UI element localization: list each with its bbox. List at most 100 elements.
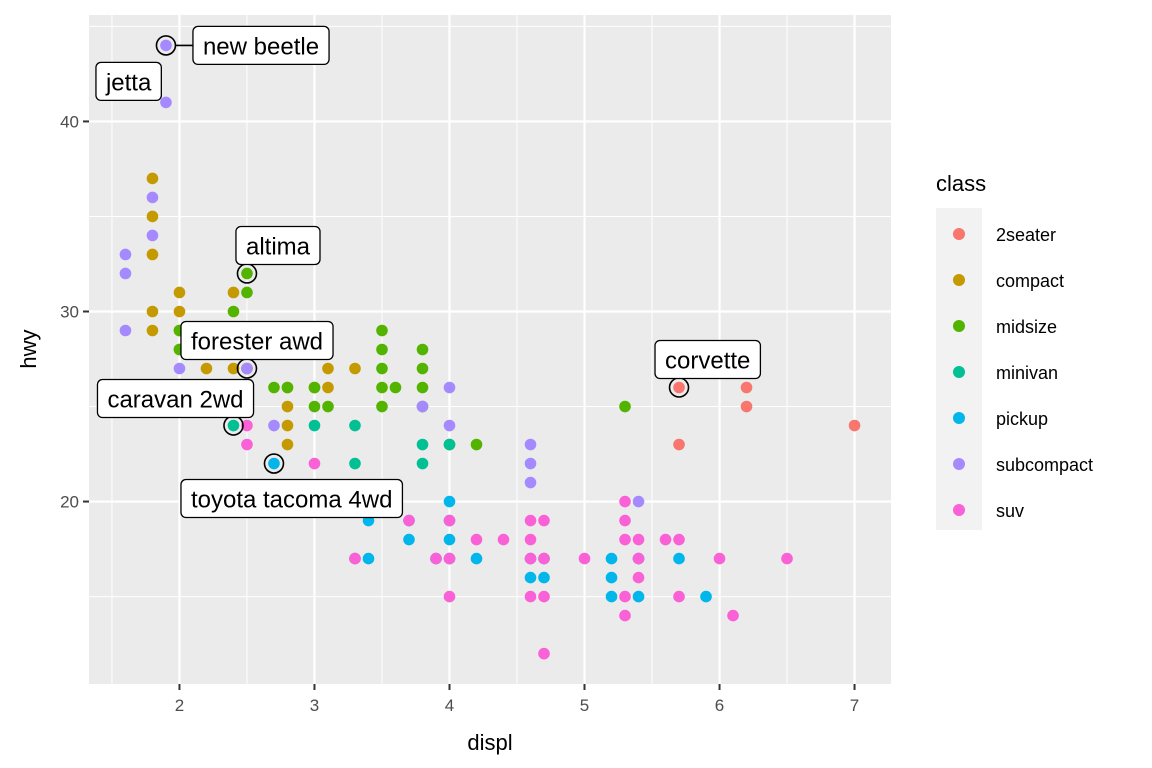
data-point-compact [349,362,361,375]
y-tick-label: 40 [60,112,79,131]
data-point-pickup [605,571,618,584]
data-point-pickup [700,590,712,603]
annotation-box [654,339,762,380]
legend-item-subcompact: subcompact [953,455,1093,475]
legend-key-swatch [953,228,965,240]
data-point-subcompact [443,419,456,432]
data-point-suv [524,552,537,565]
data-point-suv [713,552,726,565]
data-point-subcompact [524,438,537,451]
data-point-2seater [740,400,753,413]
y-tick-label: 20 [60,493,79,512]
data-point-suv [727,609,739,622]
data-point-midsize [308,381,321,394]
annotation-label: forester awd [180,320,334,361]
legend-key-swatch [953,274,965,286]
legend-key-swatch [953,504,965,516]
y-axis-title: hwy [16,329,41,368]
x-tick-label: 6 [715,696,724,715]
data-point-suv [619,609,631,622]
data-point-suv [443,514,456,527]
data-point-compact [227,286,240,299]
legend-key-swatch [953,366,965,378]
data-point-suv [619,590,631,603]
data-point-2seater [848,419,861,432]
data-point-pickup [605,552,618,565]
data-point-pickup [470,552,483,565]
data-point-compact [322,381,334,394]
annotation-box [95,61,162,102]
legend-item-compact: compact [953,271,1064,291]
y-tick-label: 30 [60,302,79,321]
data-point-minivan [308,419,321,432]
data-point-suv [673,533,685,546]
data-point-compact [200,362,213,375]
x-tick-label: 2 [175,696,184,715]
data-point-compact [146,248,159,261]
data-point-subcompact [268,419,280,432]
data-point-subcompact [524,476,537,489]
data-point-suv [538,590,550,603]
legend-items: 2seater compact midsize minivan pickup subcom… [953,225,1093,521]
legend-item-label: pickup [996,409,1048,429]
data-point-suv [241,419,253,432]
data-point-subcompact [632,495,645,508]
annotation-text: toyota tacoma 4wd [191,487,392,514]
annotation-text: jetta [105,69,152,96]
legend: class 2seater compact midsize minivan pickup… [936,171,1093,530]
annotation-label: toyota tacoma 4wd [180,478,404,519]
data-point-suv [659,533,672,546]
annotation-box [96,378,255,419]
data-point-suv [308,457,321,470]
data-point-midsize [376,324,388,337]
data-point-suv [524,533,537,546]
legend-key-swatch [953,412,965,424]
data-point-suv [538,552,550,565]
data-point-pickup [403,533,415,546]
annotation-label: altima [235,225,321,266]
data-point-compact [281,400,294,413]
data-point-compact [146,210,159,223]
data-point-compact [281,438,294,451]
data-point-midsize [227,305,240,318]
legend-item-label: subcompact [996,455,1093,475]
data-point-compact [227,362,240,375]
data-point-suv [619,495,631,508]
data-point-suv [430,552,442,565]
annotation-text: new beetle [203,33,319,60]
data-point-subcompact [119,248,132,261]
data-point-compact [173,305,186,318]
legend-title: class [936,171,986,196]
data-point-midsize [416,343,429,356]
data-point-midsize [308,400,321,413]
annotation-text: forester awd [191,329,323,356]
x-tick-label: 7 [850,696,859,715]
data-point-midsize [389,381,402,394]
data-point-midsize [376,381,388,394]
data-point-compact [281,419,294,432]
data-point-pickup [524,571,537,584]
data-point-minivan [227,419,240,432]
data-point-subcompact [173,362,186,375]
data-point-compact [322,362,334,375]
data-point-midsize [268,381,280,394]
data-point-compact [146,324,159,337]
data-point-subcompact [146,229,159,242]
legend-key-swatch [953,458,965,470]
data-point-subcompact [443,381,456,394]
data-point-suv [673,590,685,603]
data-point-suv [781,552,793,565]
data-point-midsize [241,267,253,280]
data-point-subcompact [416,400,429,413]
data-point-minivan [443,438,456,451]
annotation-label: caravan 2wd [96,378,255,419]
data-point-compact [146,305,159,318]
data-point-compact [146,172,159,185]
data-point-compact [173,286,186,299]
x-axis: 2 3 4 5 6 7 [175,684,859,715]
data-point-midsize [376,400,388,413]
data-point-pickup [443,495,456,508]
data-point-midsize [470,438,483,451]
annotation-label: new beetle [192,25,330,66]
